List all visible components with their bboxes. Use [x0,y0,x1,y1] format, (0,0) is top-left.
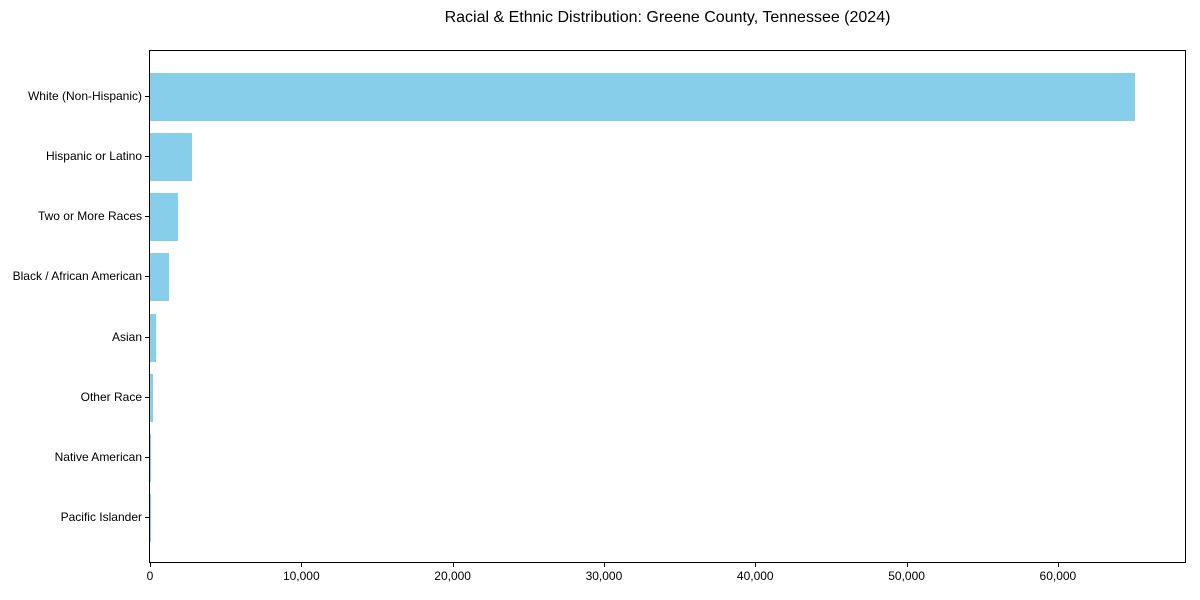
y-axis-label-black-african-american: Black / African American [12,269,142,284]
bar-other-race [150,373,153,422]
x-axis-tick-label: 10,000 [282,569,320,583]
y-axis-tick [145,456,149,458]
x-axis-tick-label: 60,000 [1039,569,1077,583]
bar-native-american [150,433,151,482]
y-axis-tick [145,516,149,518]
x-axis-tick-label: 50,000 [888,569,925,583]
y-axis-label-native-american: Native American [54,449,142,464]
x-axis-tick-label: 0 [146,569,154,583]
y-axis-tick [145,216,149,218]
bar-hispanic-or-latino [150,133,192,182]
x-axis-tick [452,563,454,567]
y-axis-label-other-race: Other Race [80,389,142,404]
y-axis-label-pacific-islander: Pacific Islander [60,509,142,524]
x-axis-tick [301,563,303,567]
bar-two-or-more-races [150,193,179,242]
x-axis-tick [603,563,605,567]
y-axis-label-asian: Asian [111,329,142,344]
x-axis-tick-label: 30,000 [585,569,623,583]
x-axis-tick-label: 40,000 [736,569,774,583]
x-axis-tick [1057,563,1059,567]
y-axis-label-hispanic-or-latino: Hispanic or Latino [45,149,142,164]
x-axis-tick [150,563,151,567]
bar-asian [150,313,156,362]
x-axis-tick [906,563,908,567]
y-axis-tick [145,336,149,338]
bar-white-non-hispanic [150,73,1136,122]
plot-area [149,50,1186,563]
bar-black-african-american [150,253,169,302]
y-axis-label-white-non-hispanic: White (Non-Hispanic) [27,89,142,104]
x-axis-tick-label: 20,000 [434,569,471,583]
x-axis-tick [755,563,757,567]
y-axis-tick [145,96,149,98]
y-axis-tick [145,276,149,278]
chart-title: Racial & Ethnic Distribution: Greene Cou… [444,9,891,26]
y-axis-label-two-or-more-races: Two or More Races [37,209,142,224]
y-axis-tick [145,396,149,398]
y-axis-tick [145,156,149,158]
